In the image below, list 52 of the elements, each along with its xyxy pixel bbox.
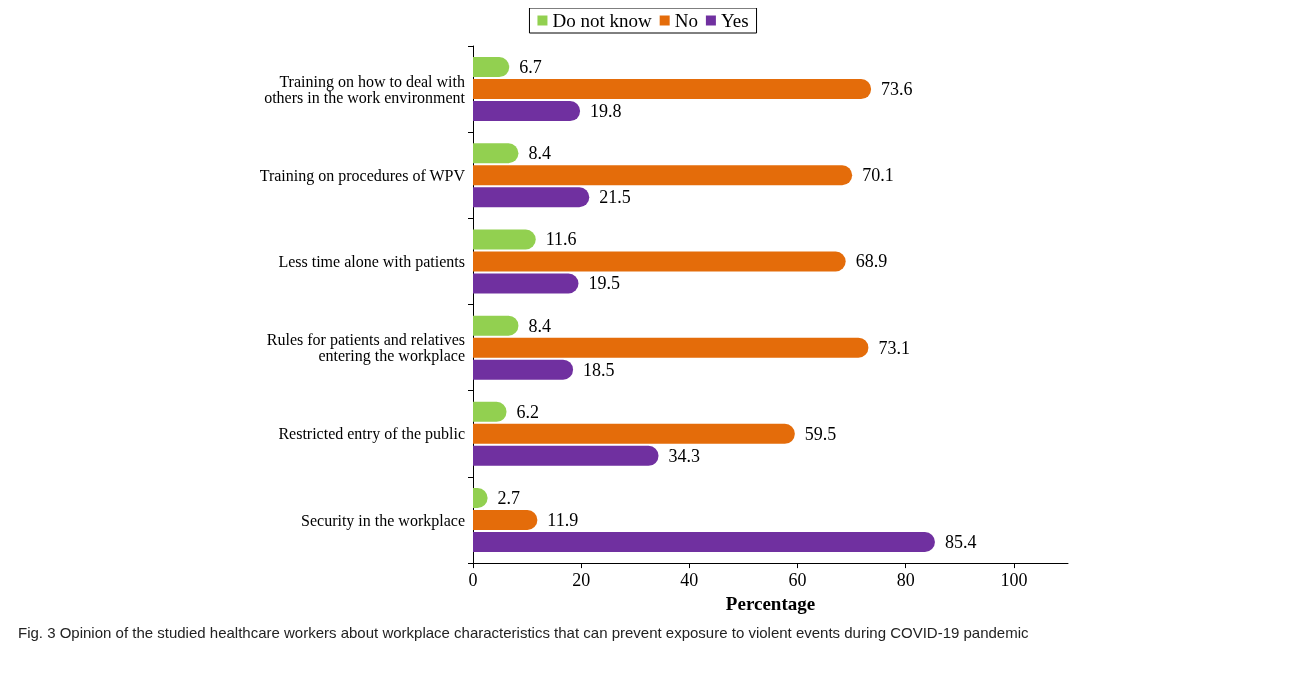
data-label: 11.6 — [545, 229, 577, 250]
bar — [473, 187, 590, 208]
bar — [473, 510, 538, 531]
data-label: 11.9 — [547, 510, 579, 531]
bar — [473, 532, 935, 553]
bar — [473, 359, 574, 380]
bar — [473, 101, 581, 122]
data-label: 6.7 — [519, 57, 542, 78]
data-label: 8.4 — [528, 143, 551, 164]
bar — [473, 57, 510, 78]
legend-label: Do not know — [552, 10, 652, 31]
x-tick-label: 20 — [572, 570, 591, 591]
bar — [473, 79, 872, 100]
data-label: 85.4 — [944, 532, 977, 553]
data-label: 73.6 — [881, 79, 913, 100]
x-tick-label: 60 — [788, 570, 807, 591]
data-label: 18.5 — [583, 359, 615, 380]
data-label: 70.1 — [862, 165, 894, 186]
x-tick-label: 40 — [680, 570, 699, 591]
data-label: 2.7 — [497, 488, 521, 509]
y-tick-label: Less time alone with patients — [278, 252, 465, 271]
x-axis-title: Percentage — [725, 593, 816, 614]
y-tick-label: Training on how to deal with others in the work environment — [264, 72, 466, 106]
bar — [473, 337, 869, 358]
bar — [473, 143, 519, 164]
bar — [473, 423, 795, 444]
bar — [473, 251, 846, 272]
data-label: 21.5 — [599, 187, 631, 208]
y-tick-label: Training on procedures of WPV — [259, 166, 466, 185]
x-tick-label: 100 — [1000, 570, 1028, 591]
data-label: 68.9 — [855, 251, 888, 272]
data-label: 73.1 — [878, 337, 910, 358]
data-label: 34.3 — [668, 445, 701, 466]
data-label: 19.5 — [588, 273, 620, 294]
x-tick-label: 0 — [468, 570, 478, 591]
bar — [473, 401, 507, 422]
x-tick-label: 80 — [896, 570, 915, 591]
caption: Fig. 3 Opinion of the studied healthcare workers about workplace characteristics that can prevent exposure to violent events during COVID-19 pandemic — [17, 623, 1030, 643]
legend-label: No — [674, 10, 698, 31]
bar — [473, 165, 853, 186]
legend-label: Yes — [720, 10, 749, 31]
data-label: 19.8 — [590, 101, 622, 122]
bar — [473, 229, 536, 250]
bar — [473, 273, 579, 294]
y-tick-label: Restricted entry of the public — [278, 425, 465, 444]
bar — [473, 445, 659, 466]
data-label: 8.4 — [528, 315, 551, 336]
y-tick-label: Rules for patients and relatives entering the workplace — [266, 331, 465, 366]
data-label: 59.5 — [804, 423, 837, 444]
y-tick-label: Security in the workplace — [301, 511, 465, 530]
bar — [473, 315, 519, 336]
data-label: 6.2 — [516, 401, 540, 422]
